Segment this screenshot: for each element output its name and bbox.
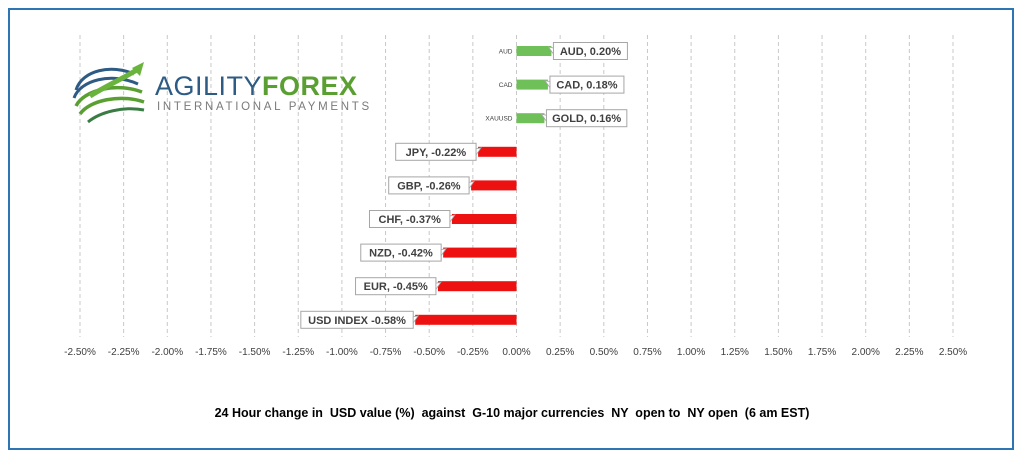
data-label-pointer [412,315,420,325]
data-label-pointer [544,80,551,89]
chart-title: 24 Hour change in USD value (%) against … [214,406,810,420]
category-axis-label: XAUUSD [485,116,512,123]
data-label: JPY, -0.22% [406,147,467,159]
x-tick-label: 2.00% [852,347,880,358]
x-tick-label: -0.25% [457,347,489,358]
bar-xauusd [516,113,545,124]
category-axis-label: CAD [499,82,513,89]
chart-frame [8,8,1014,450]
data-label: USD INDEX -0.58% [308,315,406,327]
data-label: CAD, 0.18% [556,80,617,92]
logo-word-agility: AGILITY [155,71,263,101]
x-tick-label: 0.75% [633,347,661,358]
data-label: NZD, -0.42% [369,248,433,260]
x-tick-label: -1.00% [326,347,358,358]
globe-arrow-icon [72,62,145,124]
data-label-pointer [540,113,547,123]
data-label: EUR, -0.45% [364,281,428,293]
logo-word-forex: FOREX [262,71,358,101]
data-label: GBP, -0.26% [397,180,461,192]
x-tick-label: 1.50% [764,347,792,358]
x-tick-label: 2.50% [939,347,967,358]
x-tick-label: 0.25% [546,347,574,358]
x-tick-label: -1.50% [239,347,271,358]
bar-eur [437,281,517,292]
bar-gbp [471,180,517,191]
x-tick-label: -0.75% [370,347,402,358]
data-label-pointer [475,147,483,157]
data-label-pointer [435,281,442,291]
x-tick-label: -0.50% [413,347,445,358]
bar-jpy [478,146,517,157]
x-tick-label: -1.25% [282,347,314,358]
x-tick-label: -1.75% [195,347,227,358]
bar-cad [516,79,548,90]
data-label: AUD, 0.20% [560,46,621,58]
bars [415,46,552,325]
logo-wordmark: AGILITYFOREX [155,71,358,102]
x-tick-label: 2.25% [895,347,923,358]
logo-tagline: INTERNATIONAL PAYMENTS [157,101,372,113]
data-labels: AUD, 0.20% CAD, 0.18% GOLD, 0.16% JPY, -0.2… [300,42,628,329]
bar-chf [451,214,517,224]
data-label-pointer [468,180,476,190]
agility-forex-logo: AGILITYFOREX INTERNATIONAL PAYMENTS [72,60,369,130]
data-label: GOLD, 0.16% [552,113,621,125]
bar-usd-index [415,314,517,325]
x-axis-ticks: -2.50% -2.25% -2.00% -1.75% -1.50% -1.25% -1.0… [64,347,967,358]
data-label: CHF, -0.37% [379,214,442,226]
bar-aud [516,46,552,56]
category-labels: AUD CAD XAUUSD [485,49,512,123]
x-tick-label: -2.25% [108,347,140,358]
category-axis-label: AUD [499,49,513,56]
x-tick-label: 0.00% [502,347,530,358]
data-label-pointer [440,248,448,257]
data-label-pointer [547,46,554,56]
x-tick-label: 1.00% [677,347,705,358]
x-tick-label: 1.25% [721,347,749,358]
x-tick-label: -2.00% [151,347,183,358]
x-tick-label: 1.75% [808,347,836,358]
data-label-pointer [449,214,456,224]
bar-nzd [443,247,517,258]
x-tick-label: 0.50% [590,347,618,358]
x-tick-label: -2.50% [64,347,96,358]
